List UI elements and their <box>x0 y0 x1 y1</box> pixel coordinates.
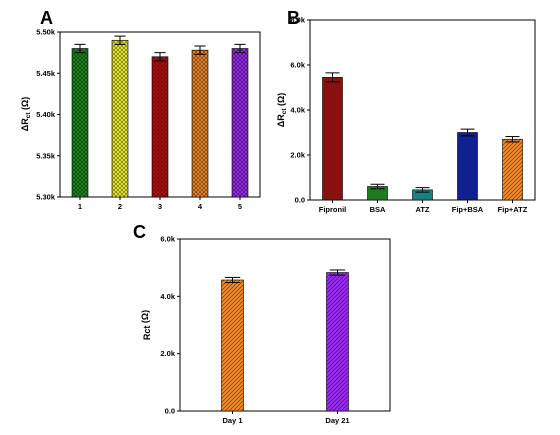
panel-c: C Rct (Ω) 0.0 2.0k 4.0k 6.0k Day 1 Day 21 <box>133 222 391 426</box>
panel-b-ytick-label: 0.0 <box>295 196 305 205</box>
panel-a-bar-hatch <box>192 50 208 198</box>
panel-a: A ΔRct (Ω) 5.30k 5.35k 5.40k 5.45k 5.50k 1 2 3 4… <box>20 8 261 211</box>
panel-a-xtick-label: 4 <box>198 202 203 211</box>
panel-a-xtick-label: 5 <box>238 202 242 211</box>
panel-a-bar-hatch <box>112 40 128 197</box>
panel-letter-c: C <box>133 222 146 242</box>
panel-b-error-bar <box>325 72 340 83</box>
panel-a-error-bar <box>234 43 246 54</box>
panel-c-ytick-label: 4.0k <box>160 292 175 301</box>
panel-b-xtick-label: Fip+BSA <box>452 205 484 214</box>
panel-b-xtick-label: Fipronil <box>319 205 347 214</box>
panel-a-ytick-label: 5.45k <box>36 69 56 78</box>
panel-c-bar-hatch <box>326 272 349 411</box>
panel-a-bar-hatch <box>232 48 248 197</box>
panel-a-xtick-label: 3 <box>158 202 162 211</box>
panel-b-frame <box>309 19 536 201</box>
panel-c-error-bar <box>224 276 241 284</box>
panel-b-marks: 0.0 2.0k 4.0k 6.0k 8.0k Fipronil BSA ATZ Fip+BSA… <box>290 16 527 215</box>
panel-a-marks: 5.30k 5.35k 5.40k 5.45k 5.50k 1 2 3 4 5 <box>36 28 249 211</box>
panel-c-xtick-label: Day 1 <box>222 416 242 425</box>
panel-b-ytick-label: 4.0k <box>290 106 305 115</box>
panel-b-ytick-label: 8.0k <box>290 16 305 25</box>
panel-a-error-bar <box>74 43 86 54</box>
panel-c-ytick-label: 6.0k <box>160 235 175 244</box>
panel-a-error-bar <box>154 52 166 62</box>
panel-b-error-bar <box>415 187 430 193</box>
panel-a-bar-hatch <box>152 56 168 197</box>
panel-a-bar-hatch <box>72 48 88 197</box>
panel-b: B ΔRct (Ω) 0.0 2.0k 4.0k 6.0k 8.0k Fipronil BS… <box>276 8 536 215</box>
panel-a-ytick-label: 5.30k <box>36 193 56 202</box>
panel-a-xtick-label: 2 <box>118 202 122 211</box>
panel-a-ytick-label: 5.40k <box>36 110 56 119</box>
panel-c-ylabel: Rct (Ω) <box>140 310 152 340</box>
panel-b-xtick-label: BSA <box>370 205 386 214</box>
panel-b-error-bar <box>460 128 475 137</box>
panel-b-bar <box>457 132 478 201</box>
panel-c-marks: 0.0 2.0k 4.0k 6.0k Day 1 Day 21 <box>160 235 349 426</box>
panel-c-ytick-label: 2.0k <box>160 349 175 358</box>
panel-b-error-bar <box>505 136 520 143</box>
panel-b-ytick-label: 2.0k <box>290 151 305 160</box>
panel-a-xtick-label: 1 <box>78 202 82 211</box>
panel-c-frame <box>179 238 391 412</box>
panel-a-ytick-label: 5.50k <box>36 28 56 37</box>
panel-b-bar-hatch <box>502 139 523 200</box>
panel-a-error-bar <box>114 35 126 45</box>
panel-c-bar-hatch <box>221 279 244 411</box>
panel-b-bar <box>322 77 343 201</box>
panel-b-xtick-label: Fip+ATZ <box>498 205 528 214</box>
panel-a-ytick-label: 5.35k <box>36 151 56 160</box>
panel-b-error-bar <box>370 183 385 190</box>
panel-b-ylabel: ΔRct (Ω) <box>276 93 288 127</box>
panel-letter-a: A <box>40 8 53 28</box>
panel-b-ytick-label: 6.0k <box>290 61 305 70</box>
panel-letter-b: B <box>287 8 300 28</box>
panel-c-xtick-label: Day 21 <box>325 416 349 425</box>
panel-b-xtick-label: ATZ <box>415 205 429 214</box>
panel-a-ylabel: ΔRct (Ω) <box>20 97 32 131</box>
panel-c-ytick-label: 0.0 <box>165 407 175 416</box>
panel-a-error-bar <box>194 45 206 55</box>
panel-c-error-bar <box>329 269 346 276</box>
